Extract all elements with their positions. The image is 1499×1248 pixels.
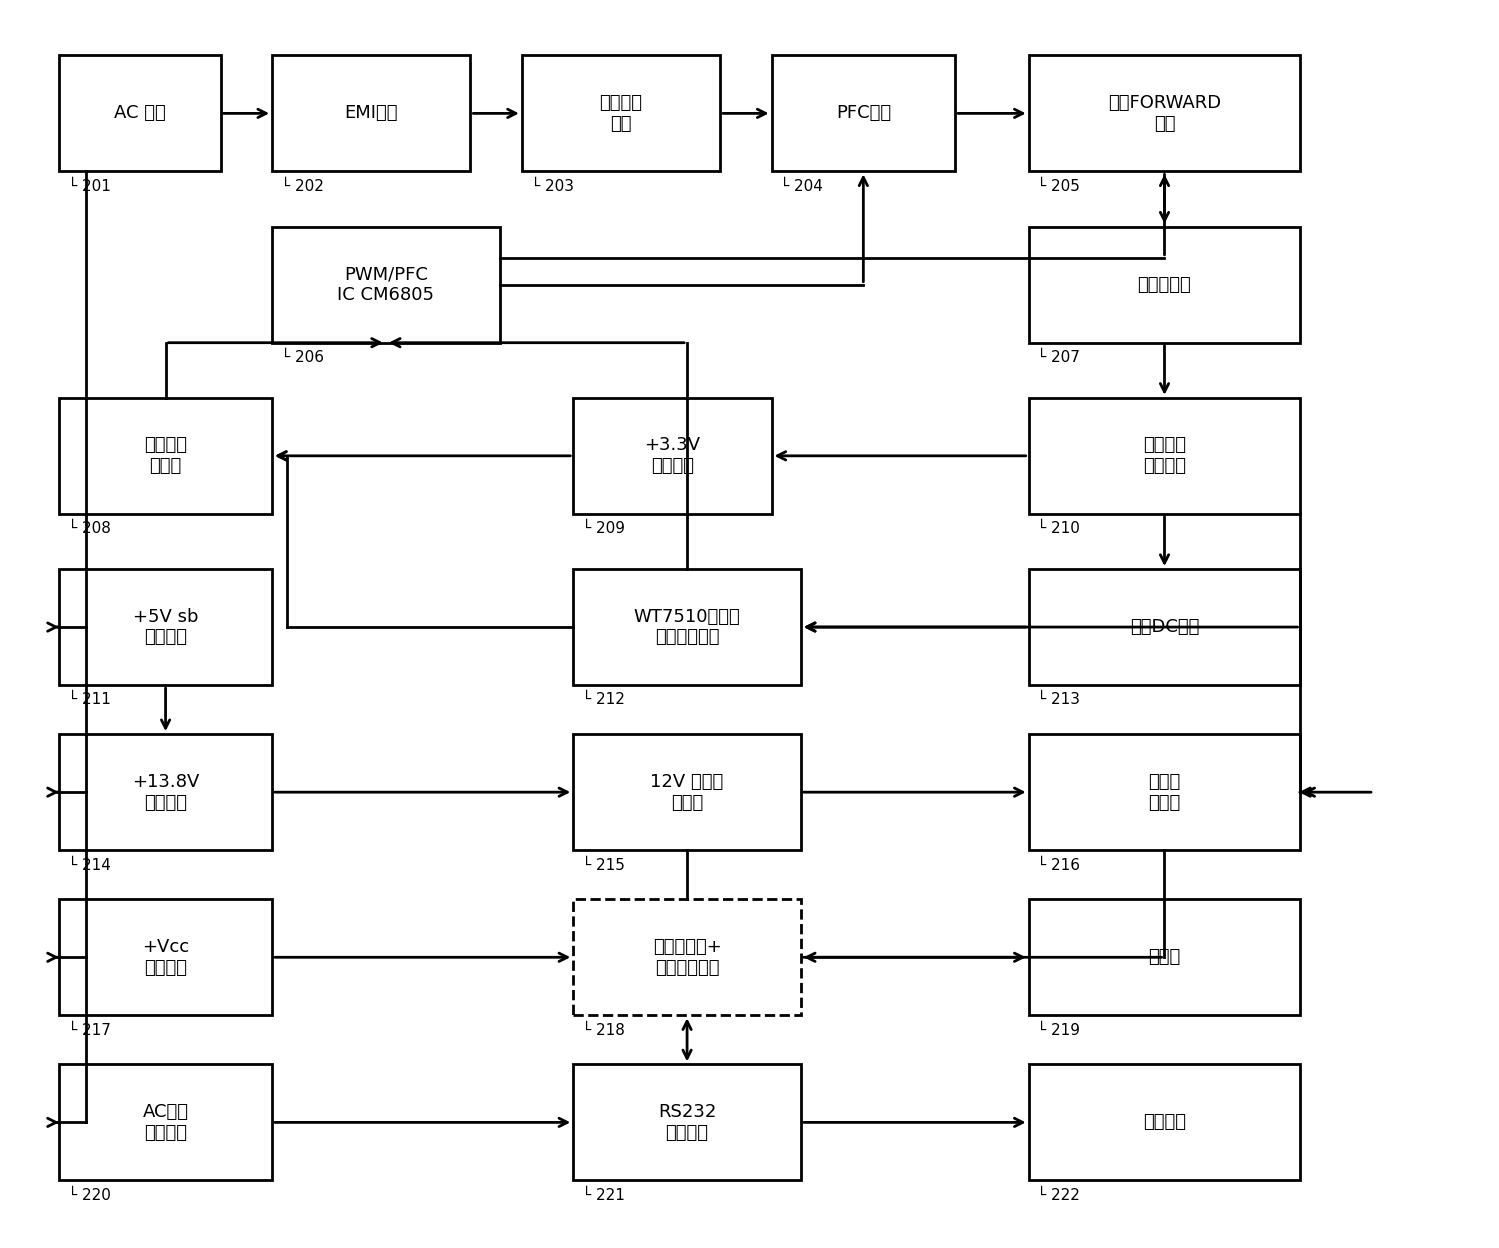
Text: └ 207: └ 207 [1037, 349, 1081, 364]
Text: └ 219: └ 219 [1037, 1022, 1081, 1037]
Text: └ 218: └ 218 [582, 1022, 625, 1037]
Text: PWM/PFC
IC CM6805: PWM/PFC IC CM6805 [337, 266, 435, 305]
Bar [1028, 227, 1300, 343]
Bar [1028, 569, 1300, 685]
Text: AC断电
检测电路: AC断电 检测电路 [142, 1103, 189, 1142]
Text: 多路DC输出: 多路DC输出 [1130, 618, 1199, 636]
Text: └ 217: └ 217 [67, 1022, 111, 1037]
Text: RS232
接口电路: RS232 接口电路 [658, 1103, 717, 1142]
Bar [573, 1065, 800, 1181]
Text: └ 210: └ 210 [1037, 522, 1081, 537]
Text: └ 204: └ 204 [781, 178, 823, 193]
Text: └ 212: └ 212 [582, 693, 625, 708]
Text: 蜂鸣器: 蜂鸣器 [1148, 948, 1181, 966]
Bar [573, 398, 772, 514]
Bar [1028, 734, 1300, 850]
Bar [573, 734, 800, 850]
Text: EMI电路: EMI电路 [345, 105, 397, 122]
Text: +3.3V
产生电路: +3.3V 产生电路 [645, 437, 700, 475]
Text: └ 208: └ 208 [67, 522, 111, 537]
Text: └ 216: └ 216 [1037, 857, 1081, 872]
Bar [58, 899, 271, 1016]
Bar [1028, 1065, 1300, 1181]
Text: 关机电路: 关机电路 [1144, 1113, 1186, 1132]
Text: └ 215: └ 215 [582, 857, 625, 872]
Bar [58, 569, 271, 685]
Text: └ 222: └ 222 [1037, 1188, 1081, 1203]
Text: AC 输入: AC 输入 [114, 105, 166, 122]
Text: PFC电路: PFC电路 [836, 105, 890, 122]
Text: 逆变升
压电路: 逆变升 压电路 [1148, 773, 1181, 811]
Bar [772, 55, 955, 171]
Text: └ 203: └ 203 [531, 178, 574, 193]
Bar [58, 398, 271, 514]
Text: +5V sb
产生电路: +5V sb 产生电路 [133, 608, 198, 646]
Text: └ 201: └ 201 [67, 178, 111, 193]
Text: └ 211: └ 211 [67, 693, 111, 708]
Text: └ 214: └ 214 [67, 857, 111, 872]
Text: └ 206: └ 206 [280, 349, 324, 364]
Bar [271, 227, 499, 343]
Text: 整流滤波
电路: 整流滤波 电路 [600, 94, 643, 132]
Bar [1028, 398, 1300, 514]
Text: 计算机主机+
断电处理模块: 计算机主机+ 断电处理模块 [652, 938, 721, 977]
Bar [522, 55, 720, 171]
Text: +13.8V
充电电路: +13.8V 充电电路 [132, 773, 199, 811]
Text: └ 205: └ 205 [1037, 178, 1081, 193]
Bar [1028, 55, 1300, 171]
Text: 回受隔离
及控制: 回受隔离 及控制 [144, 437, 187, 475]
Bar [573, 569, 800, 685]
Text: 高频变压器: 高频变压器 [1138, 276, 1192, 293]
Text: WT7510回受控
制及保护电路: WT7510回受控 制及保护电路 [634, 608, 741, 646]
Text: 输出整流
滤波电路: 输出整流 滤波电路 [1144, 437, 1186, 475]
Text: └ 202: └ 202 [280, 178, 324, 193]
Bar [573, 899, 800, 1016]
Text: 12V 免维护
蓄电池: 12V 免维护 蓄电池 [651, 773, 724, 811]
Bar [271, 55, 471, 171]
Bar [1028, 899, 1300, 1016]
Bar [58, 734, 271, 850]
Text: └ 220: └ 220 [67, 1188, 111, 1203]
Bar [58, 55, 220, 171]
Text: 双晶FORWARD
电路: 双晶FORWARD 电路 [1108, 94, 1222, 132]
Text: └ 209: └ 209 [582, 522, 625, 537]
Text: +Vcc
产生电路: +Vcc 产生电路 [142, 938, 189, 977]
Text: └ 221: └ 221 [582, 1188, 625, 1203]
Bar [58, 1065, 271, 1181]
Text: └ 213: └ 213 [1037, 693, 1081, 708]
